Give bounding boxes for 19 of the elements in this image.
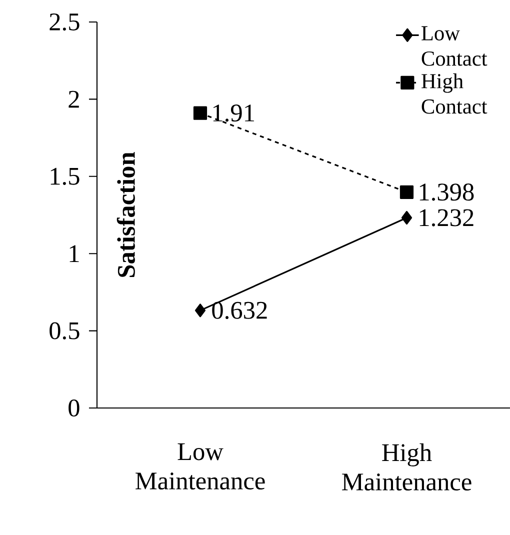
x-tick-label: High Maintenance — [342, 443, 472, 491]
y-tick-label: 1.5 — [50, 168, 80, 185]
point — [194, 304, 206, 318]
y-tick-label: 2 — [68, 90, 79, 108]
y-tick-label: 0 — [68, 399, 80, 417]
y-axis-title: Satisfaction — [116, 152, 135, 277]
data-label: 1.232 — [420, 209, 474, 226]
legend-label: High Contact — [422, 73, 488, 114]
y-tick-label: 0.5 — [50, 322, 80, 340]
y-tick-label: 2.5 — [50, 13, 80, 31]
data-label: 1.91 — [213, 104, 254, 122]
legend-label: Low Contact — [422, 26, 488, 66]
point — [400, 185, 414, 199]
y-tick-label: 1 — [70, 245, 79, 262]
point — [193, 106, 208, 120]
data-label: 0.632 — [212, 302, 267, 320]
point — [401, 210, 412, 225]
data-label: 1.398 — [420, 184, 474, 201]
x-tick-label: Low Maintenance — [136, 443, 265, 490]
